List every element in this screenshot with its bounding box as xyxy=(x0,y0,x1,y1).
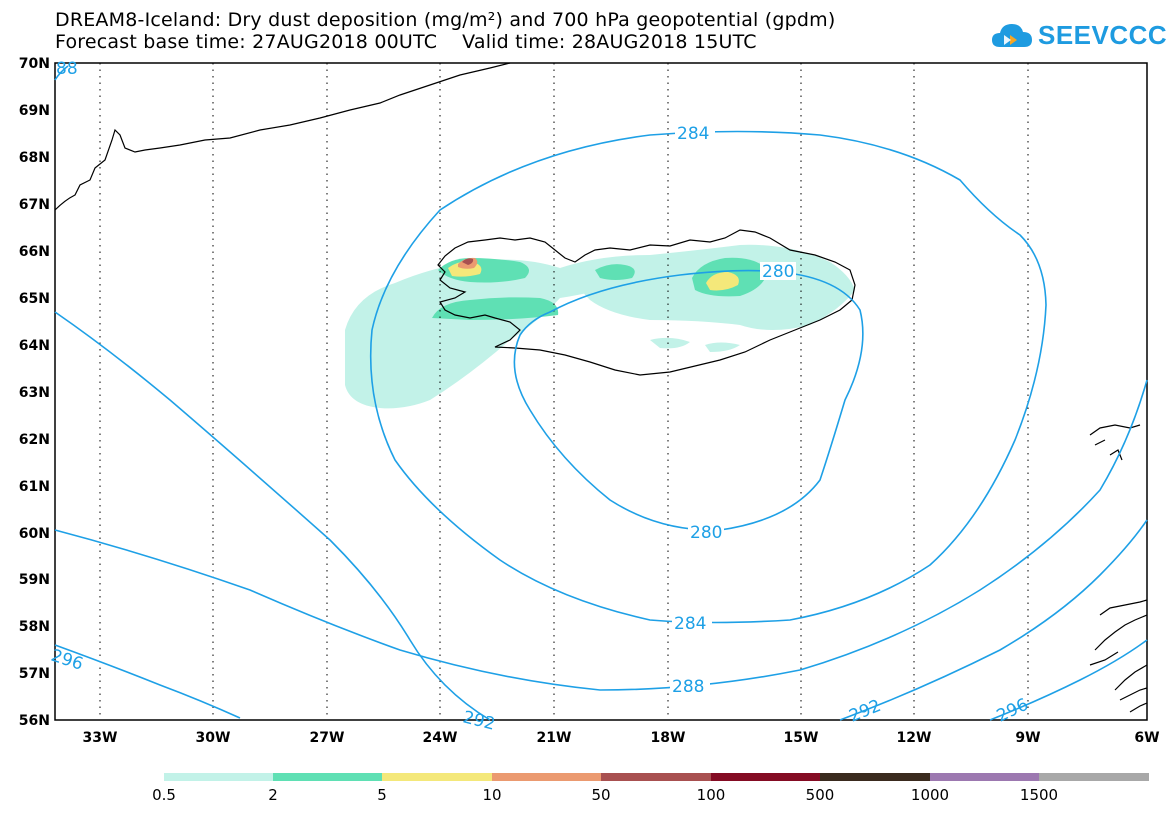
svg-text:50: 50 xyxy=(591,786,610,804)
svg-text:33W: 33W xyxy=(83,730,118,746)
legend-swatch xyxy=(492,773,601,781)
svg-text:500: 500 xyxy=(806,786,835,804)
svg-text:57N: 57N xyxy=(19,666,50,682)
svg-text:61N: 61N xyxy=(19,479,50,495)
svg-text:56N: 56N xyxy=(19,713,50,729)
svg-text:2: 2 xyxy=(268,786,278,804)
svg-text:5: 5 xyxy=(377,786,387,804)
svg-text:12W: 12W xyxy=(897,730,932,746)
legend-colorbar xyxy=(164,773,1149,781)
legend-labels: 0.5 2 5 10 50 100 500 1000 1500 xyxy=(152,786,1058,804)
svg-text:1000: 1000 xyxy=(911,786,949,804)
logo-text: SEEVCCC xyxy=(1038,20,1168,50)
svg-text:21W: 21W xyxy=(537,730,572,746)
svg-text:9W: 9W xyxy=(1015,730,1040,746)
svg-text:18W: 18W xyxy=(651,730,686,746)
latitude-labels: 70N 69N 68N 67N 66N 65N 64N 63N 62N 61N … xyxy=(19,56,50,729)
legend-swatch xyxy=(164,773,273,781)
svg-text:1500: 1500 xyxy=(1020,786,1058,804)
svg-text:24W: 24W xyxy=(423,730,458,746)
svg-text:67N: 67N xyxy=(19,197,50,213)
legend-swatch xyxy=(382,773,492,781)
contour-label: 280 xyxy=(690,523,722,543)
svg-text:65N: 65N xyxy=(19,291,50,307)
svg-text:58N: 58N xyxy=(19,619,50,635)
svg-text:60N: 60N xyxy=(19,526,50,542)
legend-swatch xyxy=(273,773,382,781)
contour-label: 288 xyxy=(672,677,704,697)
graticule xyxy=(99,63,1029,720)
legend-swatch xyxy=(1039,773,1149,781)
contour-label: 284 xyxy=(677,124,709,144)
plot-frame xyxy=(54,62,1148,721)
legend-swatch xyxy=(711,773,820,781)
dust-deposition-shading xyxy=(345,244,855,409)
svg-text:69N: 69N xyxy=(19,103,50,119)
cloud-icon xyxy=(992,23,1032,47)
longitude-labels: 33W 30W 27W 24W 21W 18W 15W 12W 9W 6W xyxy=(83,730,1160,746)
svg-text:10: 10 xyxy=(482,786,501,804)
svg-text:68N: 68N xyxy=(19,150,50,166)
svg-text:62N: 62N xyxy=(19,432,50,448)
legend-swatch xyxy=(820,773,930,781)
svg-text:66N: 66N xyxy=(19,244,50,260)
coastlines xyxy=(54,62,1148,713)
svg-text:100: 100 xyxy=(697,786,726,804)
contour-label: 88 xyxy=(56,59,78,79)
svg-text:0.5: 0.5 xyxy=(152,786,176,804)
seevccc-logo: SEEVCCC xyxy=(990,20,1167,51)
contour-label: 284 xyxy=(674,614,706,634)
svg-text:64N: 64N xyxy=(19,338,50,354)
chart-title: DREAM8-Iceland: Dry dust deposition (mg/… xyxy=(55,9,836,31)
svg-text:6W: 6W xyxy=(1134,730,1159,746)
svg-text:70N: 70N xyxy=(19,56,50,72)
chart-subtitle-times: Forecast base time: 27AUG2018 00UTC Vali… xyxy=(55,31,757,53)
legend-swatch xyxy=(930,773,1039,781)
svg-text:27W: 27W xyxy=(310,730,345,746)
legend-swatch xyxy=(601,773,711,781)
svg-text:30W: 30W xyxy=(196,730,231,746)
svg-text:63N: 63N xyxy=(19,385,50,401)
contour-label: 280 xyxy=(762,262,794,282)
svg-text:15W: 15W xyxy=(784,730,819,746)
svg-text:59N: 59N xyxy=(19,572,50,588)
